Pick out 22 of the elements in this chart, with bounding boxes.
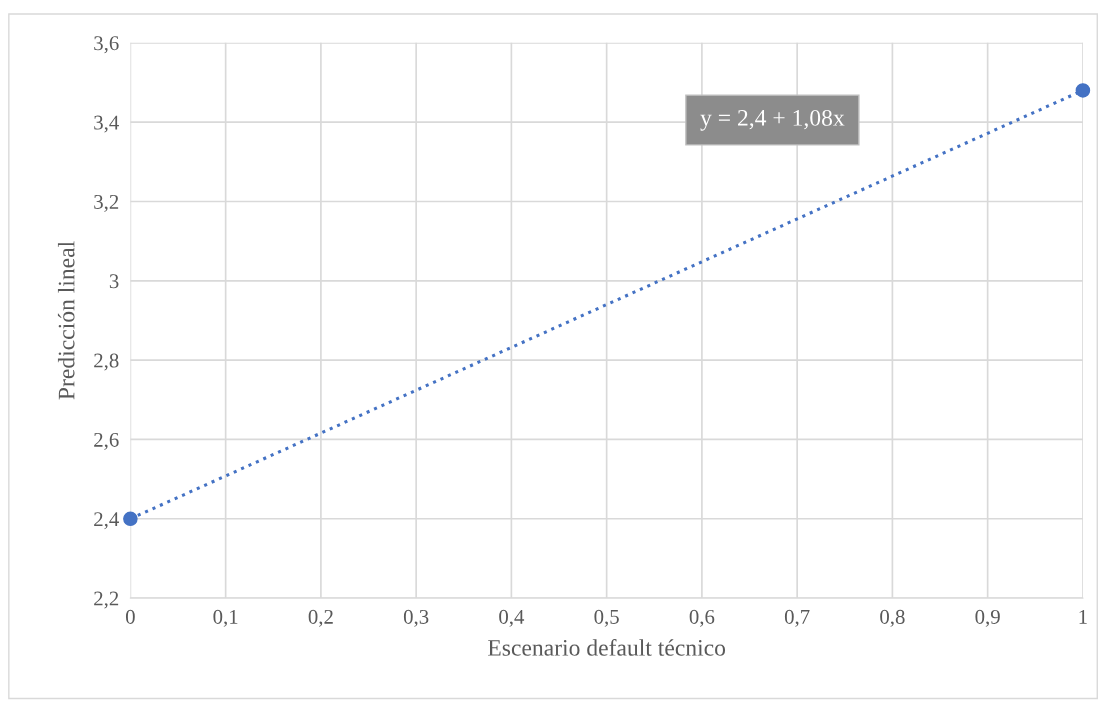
x-tick-label: 0,6 [689, 609, 715, 627]
x-tick-label: 0,3 [403, 609, 429, 627]
x-tick-label: 0,5 [594, 609, 619, 627]
x-tick-label: 0,2 [308, 609, 333, 627]
y-tick-label: 3,6 [94, 36, 119, 54]
y-tick-label: 2,8 [94, 353, 119, 371]
y-tick-label: 2,2 [94, 591, 119, 609]
y-tick-label: 2,6 [94, 432, 119, 450]
y-tick-label: 3,2 [94, 194, 119, 212]
y-tick-label: 2,4 [94, 512, 119, 530]
y-tick-label: 3,4 [94, 115, 119, 133]
x-tick-label: 1 [1079, 609, 1087, 624]
x-axis-title: Escenario default técnico [488, 638, 726, 656]
annotation: y = 2,4 + 1,08x [700, 109, 845, 131]
x-tick-label: 0,1 [213, 609, 238, 627]
y-tick-label: 3 [109, 274, 119, 289]
x-tick-label: 0 [125, 609, 135, 624]
y-axis-title: Predicción lineal [57, 241, 75, 400]
x-tick-label: 0,4 [499, 609, 525, 627]
x-tick-label: 0,8 [880, 609, 905, 627]
x-tick-label: 0,7 [784, 609, 810, 627]
x-tick-label: 0,9 [975, 609, 1000, 627]
